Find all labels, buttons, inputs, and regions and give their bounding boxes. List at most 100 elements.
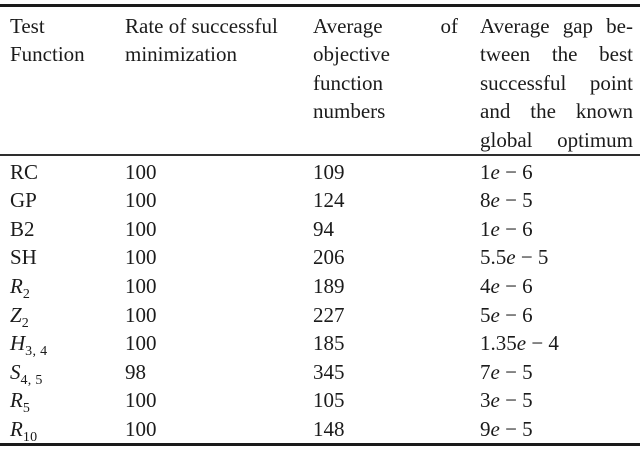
cell-success-rate: 100 [125, 331, 157, 356]
cell-success-rate: 98 [125, 359, 146, 384]
gap-mantissa: 5.5 [480, 245, 507, 270]
header-line: objective [313, 42, 390, 67]
cell-test-function: Z2 [10, 301, 125, 331]
gap-exponent: − 5 [499, 416, 533, 441]
header-avg-evaluations: Average of objective function numbers [313, 12, 480, 154]
cell-success-rate: 100 [125, 216, 157, 241]
function-name: R [10, 273, 23, 298]
gap-mantissa: 3 [480, 388, 491, 413]
results-table: Test Function Rate of successful minimiz… [0, 4, 640, 447]
function-name: Z [10, 302, 22, 327]
header-line: Rate of successful [125, 14, 278, 38]
cell-test-function: GP [10, 186, 125, 215]
gap-mantissa: 9 [480, 416, 491, 441]
cell-success-rate: 100 [125, 188, 157, 213]
cell-avg-evaluations: 345 [313, 359, 345, 384]
gap-exponent: − 6 [499, 159, 533, 184]
header-line: Function [10, 42, 85, 67]
table-row-r2: R2 100 189 4e − 6 [10, 272, 640, 302]
cell-avg-evaluations: 105 [313, 388, 345, 413]
cell-success-rate: 100 [125, 245, 157, 270]
table-header: Test Function Rate of successful minimiz… [10, 7, 640, 154]
gap-e-notation: e [490, 188, 500, 213]
cell-optimum-gap: 5e − 6 [480, 301, 633, 330]
cell-test-function: S4, 5 [10, 358, 125, 388]
header-line: Average of [313, 12, 458, 40]
table-row-rc: RC 100 109 1e − 6 [10, 158, 640, 187]
header-word: of [440, 14, 459, 38]
gap-e-notation: e [490, 159, 500, 184]
header-line: function [313, 70, 383, 95]
cell-avg-evaluations: 124 [313, 188, 345, 213]
cell-optimum-gap: 9e − 5 [480, 415, 633, 444]
gap-mantissa: 5 [480, 302, 491, 327]
gap-e-notation: e [516, 331, 527, 356]
function-name: SH [10, 245, 37, 270]
gap-exponent: − 5 [499, 359, 533, 384]
header-line: Test [10, 14, 45, 38]
gap-mantissa: 1 [480, 216, 491, 241]
function-name: H [10, 331, 26, 356]
cell-success-rate: 100 [125, 159, 157, 184]
gap-mantissa: 4 [480, 273, 491, 298]
cell-avg-evaluations: 185 [313, 331, 345, 356]
cell-avg-evaluations: 94 [313, 216, 334, 241]
bottom-rule [0, 443, 640, 447]
cell-optimum-gap: 1e − 6 [480, 215, 633, 244]
table-row-b2: B2 100 94 1e − 6 [10, 215, 640, 244]
gap-exponent: − 4 [526, 331, 559, 356]
cell-success-rate: 100 [125, 273, 157, 298]
top-rule [0, 4, 640, 7]
header-divider-rule [0, 154, 640, 156]
table-row-gp: GP 100 124 8e − 5 [10, 186, 640, 215]
gap-mantissa: 1.35 [480, 331, 517, 356]
function-subscript: 2 [21, 315, 29, 331]
header-success-rate: Rate of successful minimization [125, 12, 313, 154]
function-subscript: 2 [22, 286, 31, 302]
header-line: successful point [480, 70, 633, 95]
function-name: S [10, 359, 21, 384]
function-subscript: 5 [22, 401, 31, 417]
table-body: RC 100 109 1e − 6 GP 100 124 8e − 5 B2 1… [0, 156, 640, 445]
function-subscript: 10 [22, 429, 38, 445]
cell-optimum-gap: 5.5e − 5 [480, 243, 633, 272]
cell-test-function: R2 [10, 272, 125, 302]
cell-test-function: SH [10, 243, 125, 272]
function-name: B2 [10, 216, 35, 241]
cell-optimum-gap: 3e − 5 [480, 386, 633, 415]
header-line: global optimum [480, 127, 633, 152]
cell-success-rate: 100 [125, 416, 157, 441]
function-name: RC [10, 159, 39, 184]
cell-test-function: R10 [10, 415, 125, 445]
table-row-r10: R10 100 148 9e − 5 [10, 415, 640, 445]
header-line: numbers [313, 99, 386, 124]
cell-test-function: RC [10, 158, 125, 187]
gap-exponent: − 6 [499, 273, 533, 298]
cell-test-function: B2 [10, 215, 125, 244]
gap-e-notation: e [506, 245, 516, 270]
cell-avg-evaluations: 227 [313, 302, 345, 327]
gap-exponent: − 6 [499, 302, 533, 327]
cell-avg-evaluations: 206 [313, 245, 345, 270]
cell-optimum-gap: 8e − 5 [480, 186, 633, 215]
table-row-r5: R5 100 105 3e − 5 [10, 386, 640, 417]
gap-e-notation: e [490, 273, 500, 298]
cell-optimum-gap: 1.35e − 4 [480, 329, 633, 358]
gap-exponent: − 5 [499, 388, 533, 413]
table-row-s45: S4, 5 98 345 7e − 5 [10, 358, 640, 388]
cell-success-rate: 100 [125, 388, 157, 413]
table-row-h34: H3, 4 100 185 1.35e − 4 [10, 329, 640, 359]
cell-avg-evaluations: 148 [313, 416, 345, 441]
cell-test-function: R5 [10, 386, 125, 417]
function-name: R [10, 388, 23, 413]
cell-avg-evaluations: 189 [313, 273, 345, 298]
cell-optimum-gap: 7e − 5 [480, 358, 633, 387]
gap-e-notation: e [490, 388, 500, 413]
header-line: tween the best [480, 42, 633, 67]
cell-avg-evaluations: 109 [313, 159, 345, 184]
gap-exponent: − 5 [515, 245, 549, 270]
gap-e-notation: e [490, 216, 500, 241]
table-row-z2: Z2 100 227 5e − 6 [10, 301, 640, 331]
cell-test-function: H3, 4 [10, 329, 125, 359]
gap-mantissa: 1 [480, 159, 491, 184]
